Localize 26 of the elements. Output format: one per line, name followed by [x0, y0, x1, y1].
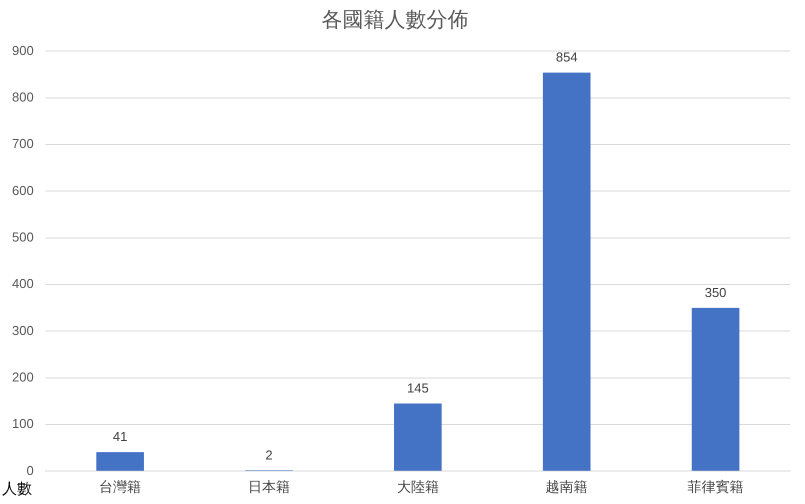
x-tick-label: 菲律賓籍 [688, 478, 744, 494]
y-tick-label: 700 [12, 136, 34, 152]
x-tick-label: 台灣籍 [99, 478, 142, 494]
y-tick-label: 300 [12, 322, 34, 338]
data-label: 350 [704, 284, 726, 300]
y-tick-label: 500 [12, 229, 34, 244]
x-tick-label: 日本籍 [248, 478, 290, 494]
y-axis-title: 人數 [2, 480, 32, 498]
data-label: 854 [556, 50, 578, 65]
y-tick-label: 800 [12, 89, 34, 104]
y-tick-label: 100 [12, 416, 34, 432]
data-label: 2 [265, 447, 273, 462]
chart-title: 各國籍人數分佈 [322, 8, 468, 32]
y-tick-label: 600 [12, 182, 34, 198]
x-tick-label: 越南籍 [546, 478, 588, 494]
bar [692, 308, 740, 471]
x-tick-label: 大陸籍 [396, 478, 439, 494]
y-tick-label: 400 [12, 276, 34, 292]
data-label: 41 [112, 429, 128, 444]
bar [542, 72, 591, 471]
bar [96, 452, 144, 471]
y-tick-label: 200 [12, 369, 34, 384]
y-tick-label: 0 [26, 462, 34, 478]
y-tick-label: 900 [12, 42, 34, 58]
data-label: 145 [406, 380, 429, 396]
bar [394, 404, 442, 471]
